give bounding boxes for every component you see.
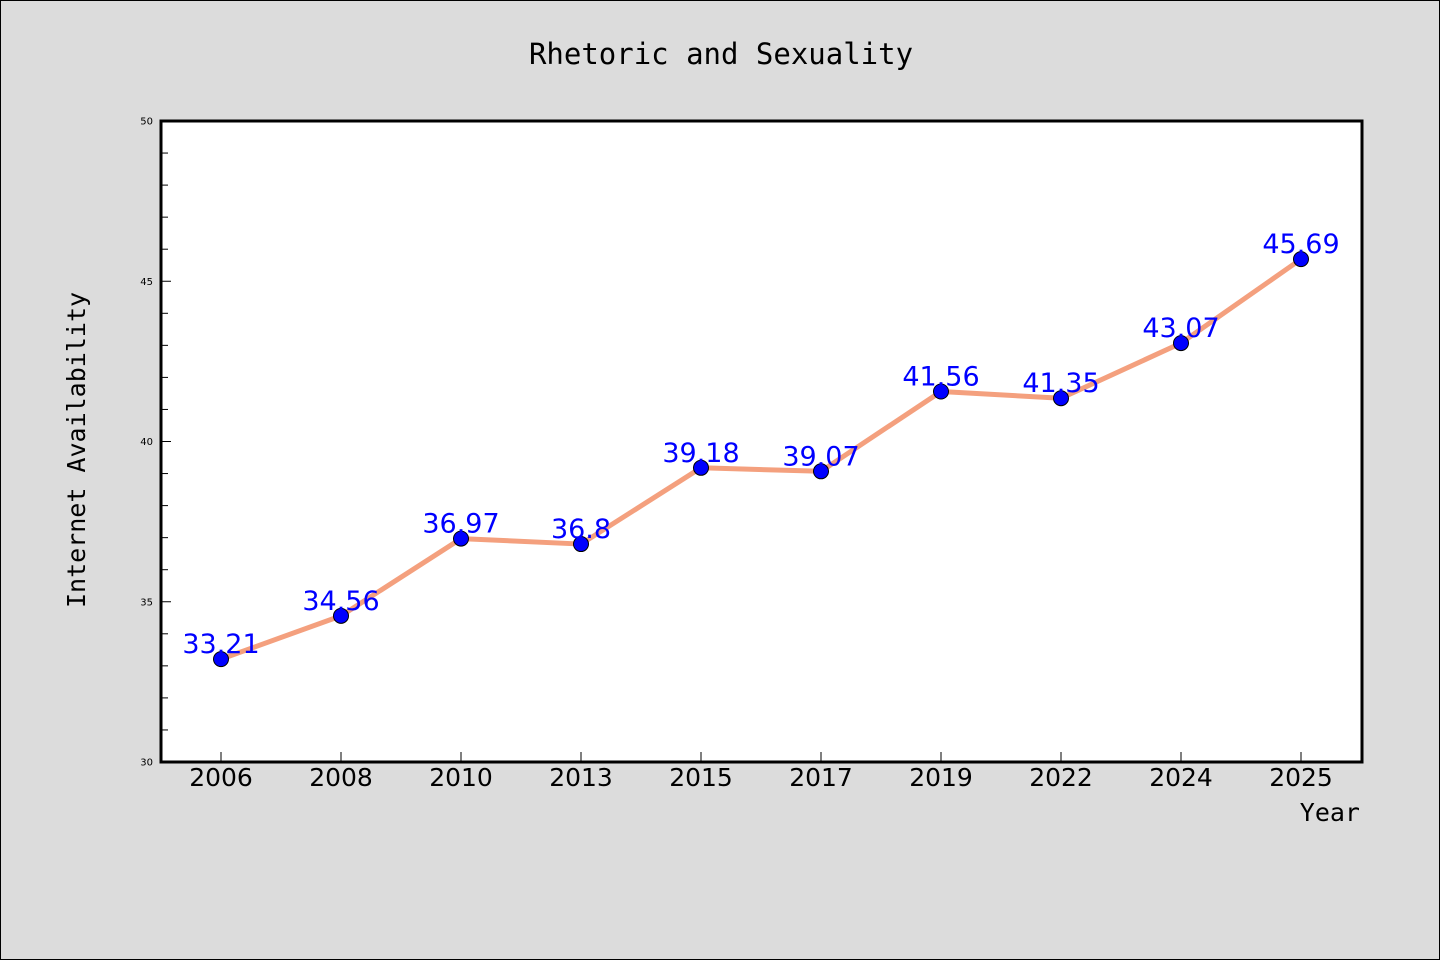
x-axis-label: Year bbox=[1300, 798, 1360, 827]
x-tick-label: 2013 bbox=[549, 763, 613, 792]
y-tick-label: 35 bbox=[140, 597, 153, 608]
data-label: 39.07 bbox=[782, 441, 859, 472]
y-tick-label: 50 bbox=[140, 117, 153, 128]
x-tick-label: 2015 bbox=[669, 763, 733, 792]
data-label: 34.56 bbox=[302, 586, 379, 617]
x-tick-label: 2025 bbox=[1269, 763, 1333, 792]
data-point bbox=[1293, 251, 1309, 268]
data-label: 33.21 bbox=[182, 629, 259, 660]
series-layer bbox=[213, 251, 1309, 668]
y-tick-label: 30 bbox=[140, 758, 153, 769]
data-point bbox=[333, 607, 349, 624]
x-tick-label: 2008 bbox=[309, 763, 373, 792]
data-label: 41.35 bbox=[1022, 368, 1099, 399]
data-point bbox=[573, 536, 589, 553]
y-axis: 30 35 40 45 50 bbox=[140, 117, 171, 769]
chart-title: Rhetoric and Sexuality bbox=[529, 37, 913, 71]
data-label: 45.69 bbox=[1262, 229, 1339, 260]
data-label: 43.07 bbox=[1142, 313, 1219, 344]
data-point bbox=[693, 459, 709, 476]
x-tick-label: 2010 bbox=[429, 763, 493, 792]
data-point bbox=[453, 530, 469, 547]
x-tick-label: 2017 bbox=[789, 763, 853, 792]
x-axis: 2006 2008 2010 2013 2015 2017 2019 2022 2024 2025 bbox=[189, 752, 1333, 792]
data-labels: 33.21 34.56 36.97 36.8 39.18 39.07 41.56 41.35 4… bbox=[182, 229, 1339, 660]
x-tick-label: 2024 bbox=[1149, 763, 1213, 792]
data-point bbox=[933, 383, 949, 400]
data-point bbox=[813, 463, 829, 480]
y-tick-label: 40 bbox=[140, 437, 153, 448]
data-point bbox=[213, 651, 229, 668]
y-axis-label: Internet Availability bbox=[62, 292, 91, 608]
data-label: 36.97 bbox=[422, 509, 499, 540]
series-line bbox=[218, 256, 1304, 662]
x-tick-label: 2022 bbox=[1029, 763, 1093, 792]
y-tick-label: 45 bbox=[140, 277, 153, 288]
x-tick-label: 2019 bbox=[909, 763, 973, 792]
data-point bbox=[1173, 335, 1189, 352]
data-point bbox=[1053, 390, 1069, 407]
plot-area bbox=[159, 119, 1364, 764]
x-tick-label: 2006 bbox=[189, 763, 253, 792]
data-label: 41.56 bbox=[902, 362, 979, 393]
data-label: 36.8 bbox=[551, 514, 611, 545]
data-label: 39.18 bbox=[662, 438, 739, 469]
